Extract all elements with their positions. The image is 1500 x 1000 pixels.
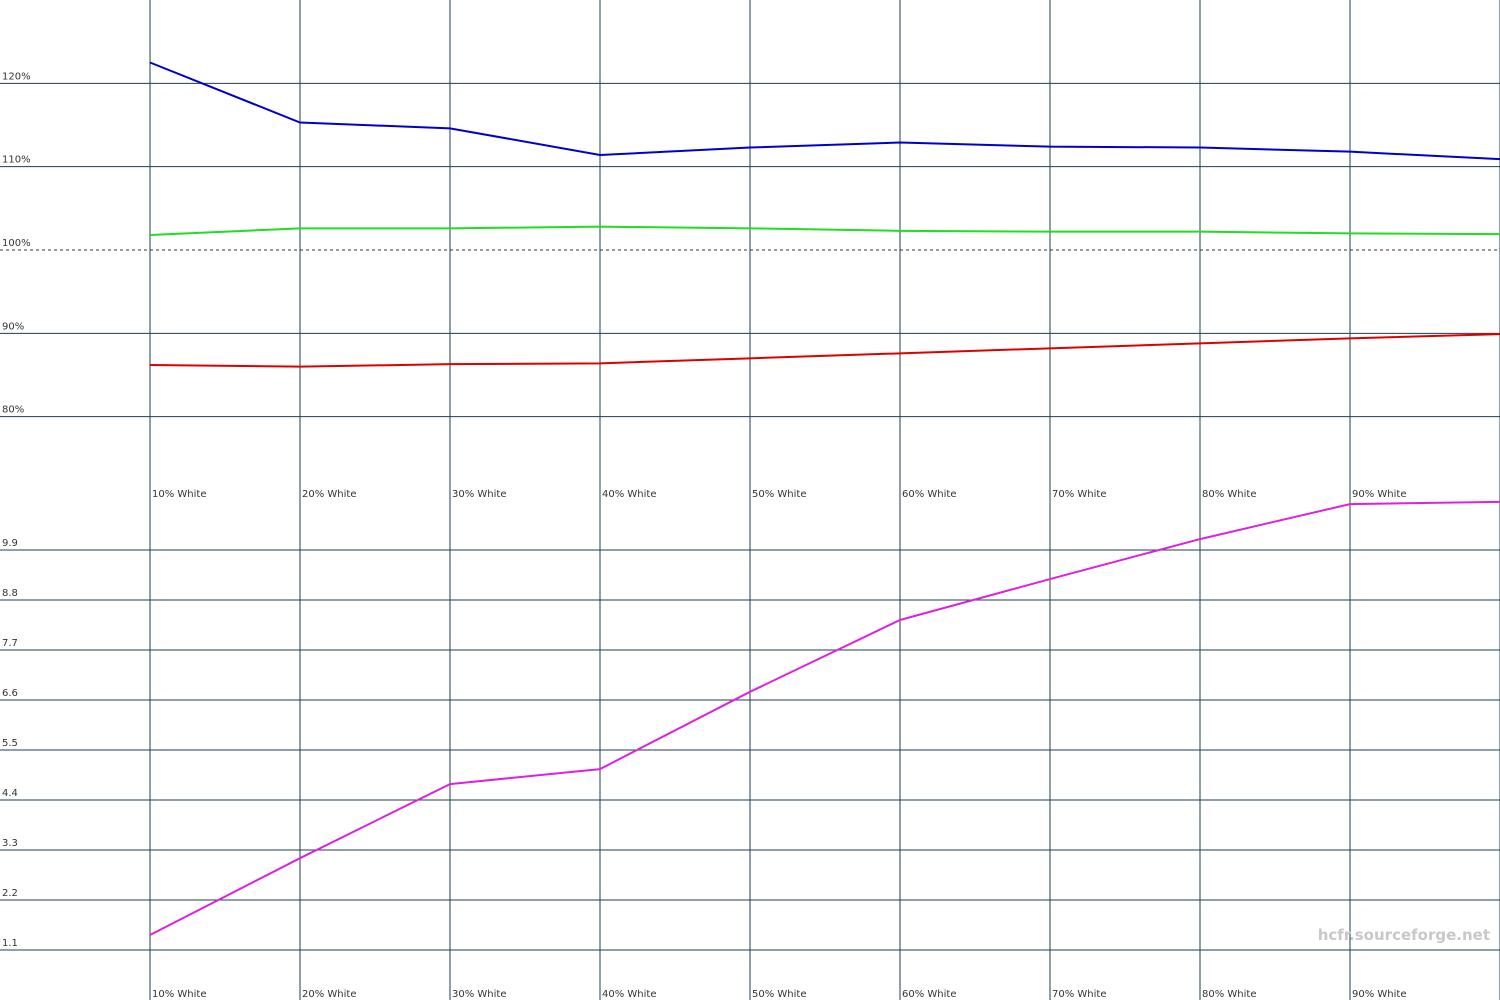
y-tick-label: 110% [2, 155, 31, 166]
y-tick-label: 7.7 [2, 638, 18, 649]
series-line [149, 333, 1500, 368]
watermark: hcfr.sourceforge.net [1318, 926, 1490, 944]
x-tick-label: 80% White [1202, 489, 1256, 500]
x-tick-label: 10% White [152, 989, 206, 1000]
y-tick-label: 6.6 [2, 688, 18, 699]
y-tick-label: 120% [2, 71, 31, 82]
x-tick-label: 70% White [1052, 989, 1106, 1000]
y-tick-label: 90% [2, 321, 24, 332]
x-tick-label: 50% White [752, 989, 806, 1000]
y-tick-label: 3.3 [2, 838, 18, 849]
y-tick-label: 4.4 [2, 788, 18, 799]
y-tick-label: 9.9 [2, 538, 18, 549]
x-tick-label: 20% White [302, 489, 356, 500]
x-tick-label: 80% White [1202, 989, 1256, 1000]
y-tick-label: 100% [2, 238, 31, 249]
series-line [149, 500, 1500, 936]
y-tick-label: 8.8 [2, 588, 18, 599]
series-line [149, 61, 1500, 161]
x-tick-label: 40% White [602, 489, 656, 500]
x-tick-label: 90% White [1352, 989, 1406, 1000]
x-tick-label: 40% White [602, 989, 656, 1000]
x-tick-label: 30% White [452, 989, 506, 1000]
x-tick-label: 10% White [152, 489, 206, 500]
x-tick-label: 50% White [752, 489, 806, 500]
y-tick-label: 2.2 [2, 888, 18, 899]
x-tick-label: 60% White [902, 989, 956, 1000]
x-tick-label: 90% White [1352, 489, 1406, 500]
x-tick-label: 70% White [1052, 489, 1106, 500]
y-tick-label: 1.1 [2, 938, 18, 949]
x-tick-label: 60% White [902, 489, 956, 500]
y-tick-label: 5.5 [2, 738, 18, 749]
series-line [149, 225, 1500, 236]
x-tick-label: 30% White [452, 489, 506, 500]
x-tick-label: 20% White [302, 989, 356, 1000]
y-tick-label: 80% [2, 405, 24, 416]
